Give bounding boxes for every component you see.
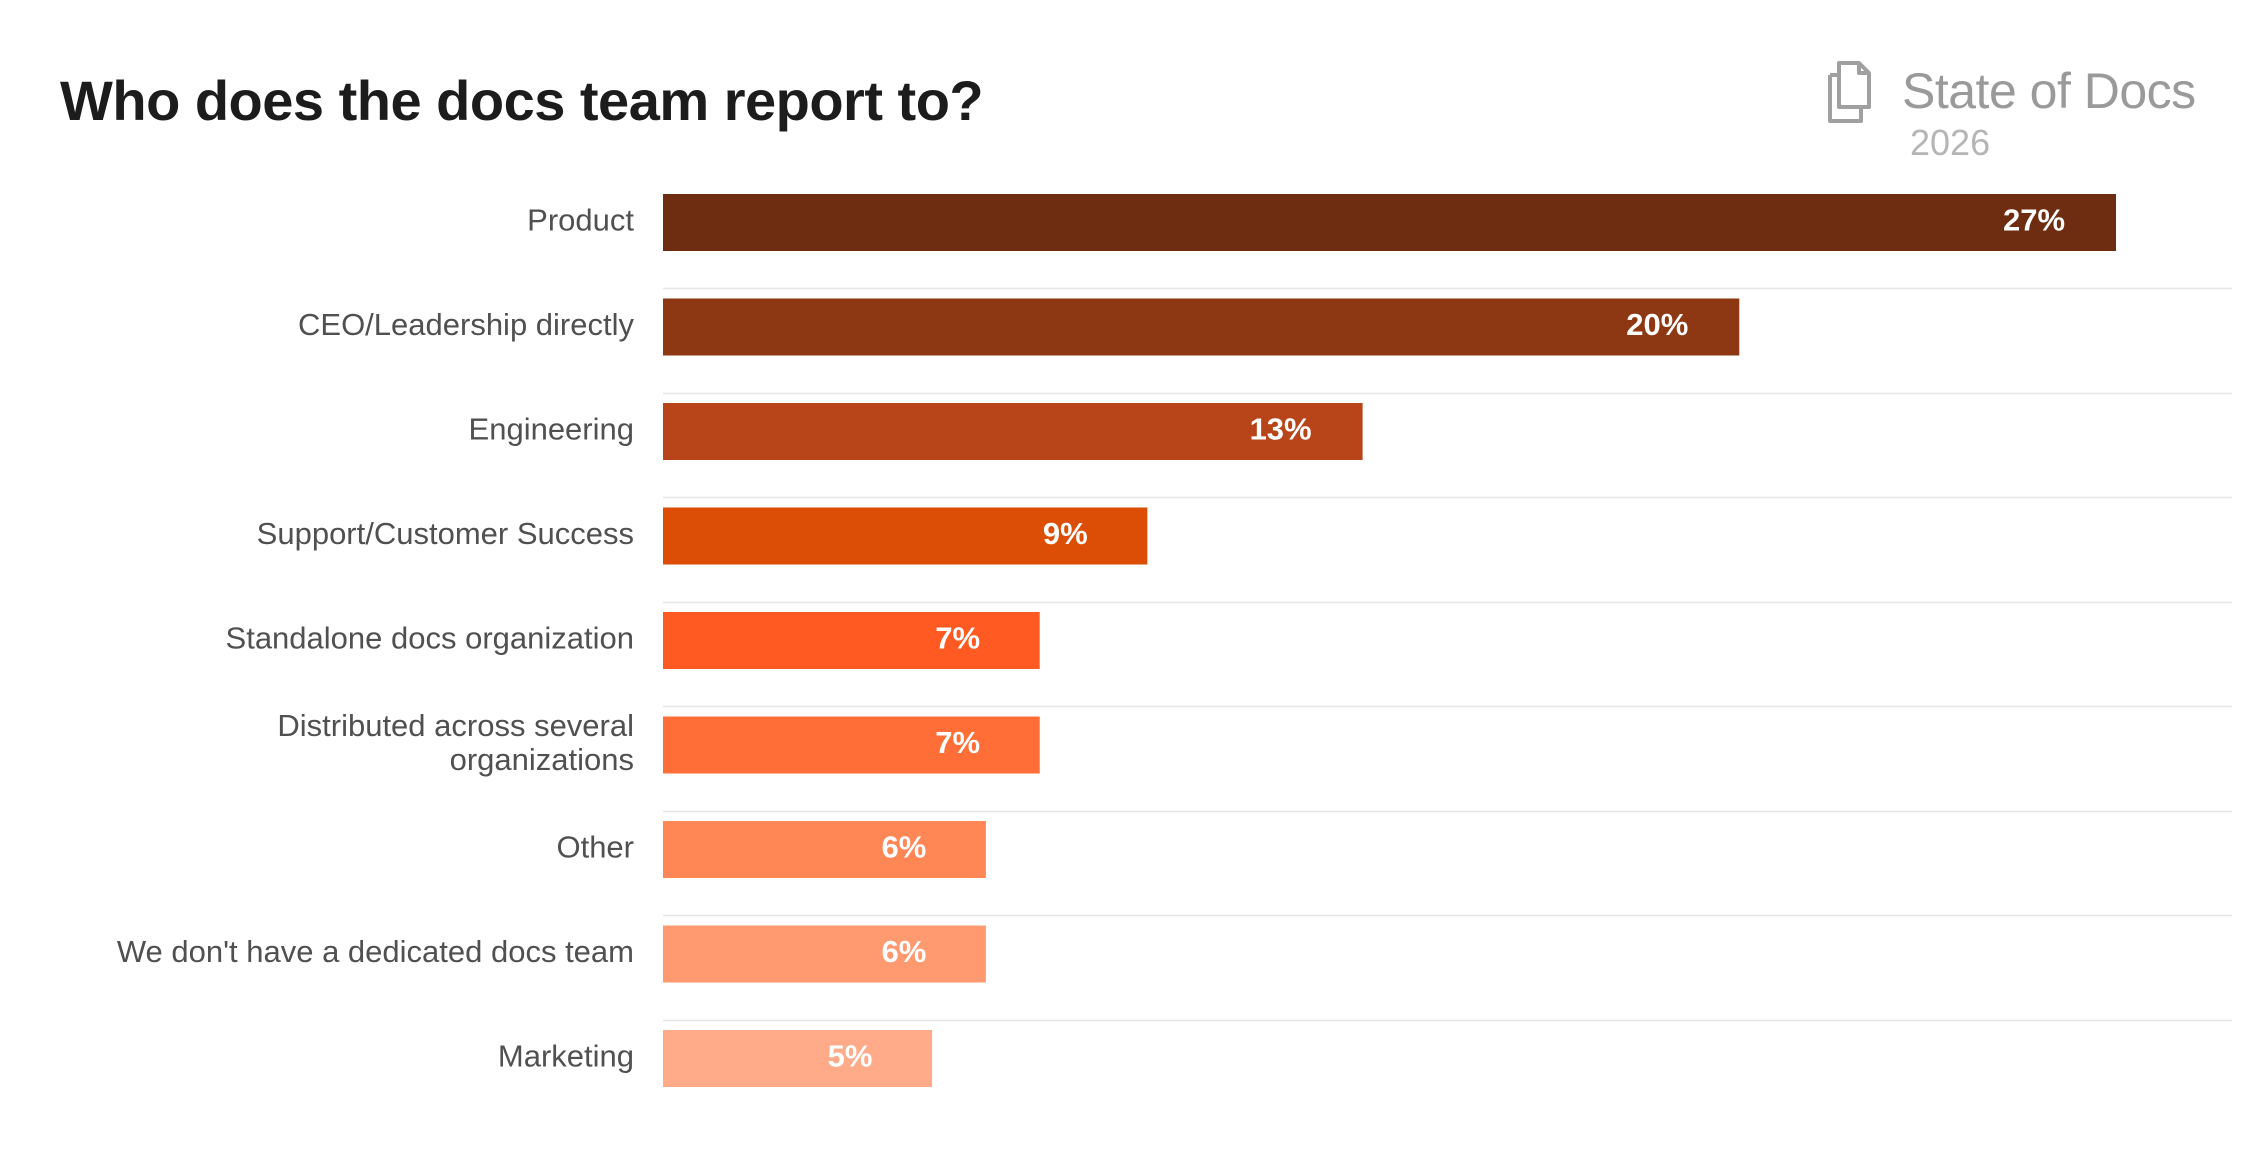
category-label: Support/Customer Success	[257, 516, 634, 551]
bar	[663, 298, 1740, 356]
bar	[663, 612, 1040, 669]
category-label: Product	[527, 203, 634, 238]
category-label: Engineering	[469, 412, 634, 447]
bar	[663, 716, 1040, 774]
bar	[663, 925, 986, 983]
bar-value-label: 6%	[881, 830, 926, 865]
brand-name: State of Docs	[1902, 63, 2196, 119]
chart-title: Who does the docs team report to?	[60, 69, 984, 132]
bar	[663, 403, 1363, 460]
bar-value-label: 9%	[1043, 516, 1088, 551]
bar	[663, 1030, 933, 1087]
bar-value-label: 6%	[881, 934, 926, 969]
brand-logo: State of Docs 2026	[1825, 58, 2205, 168]
documents-icon	[1828, 61, 1871, 123]
bar-value-label: 13%	[1250, 412, 1312, 447]
bar	[663, 821, 986, 878]
bar-value-label: 7%	[935, 621, 980, 656]
category-label: Standalone docs organization	[226, 621, 634, 656]
bar	[663, 507, 1148, 565]
bar-value-label: 7%	[935, 725, 980, 760]
brand-year: 2026	[1910, 122, 1991, 163]
category-label: Distributed across several organizations	[277, 708, 634, 777]
category-label: We don't have a dedicated docs team	[117, 934, 634, 969]
bar-value-label: 20%	[1626, 307, 1688, 342]
category-label: Marketing	[498, 1039, 634, 1074]
bar-value-label: 5%	[828, 1039, 873, 1074]
category-label: Other	[556, 830, 634, 865]
category-label: CEO/Leadership directly	[298, 307, 634, 342]
bar-value-label: 27%	[2003, 203, 2065, 238]
bar	[663, 194, 2116, 251]
